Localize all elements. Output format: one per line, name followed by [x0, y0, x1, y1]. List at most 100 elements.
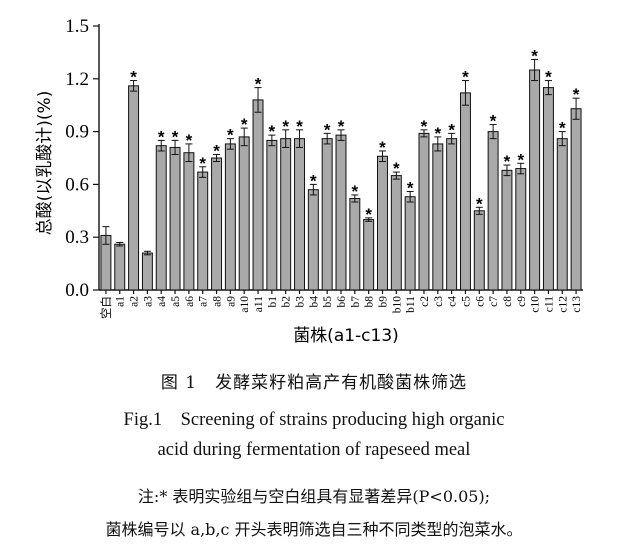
x-tick-label: c9: [516, 296, 528, 307]
x-tick-label: c13: [571, 296, 583, 313]
bar: [363, 219, 375, 291]
bar: [404, 196, 416, 291]
y-tick-label: 0.9: [65, 122, 89, 143]
x-axis: 空白 a1 a2 a3 a4 a5 a6 a7 a8 a9 a10 a11 b1 b2 b3 b4 b5 b6 b7…: [99, 289, 583, 319]
bar: [418, 132, 430, 291]
significance-star: *: [241, 115, 248, 134]
y-tick-label: 1.2: [65, 69, 89, 90]
bar: [141, 252, 153, 291]
bar: [556, 138, 568, 291]
bar: [321, 138, 333, 291]
significance-star: *: [296, 117, 303, 136]
bar: [529, 69, 541, 291]
bar: [211, 157, 223, 291]
significance-star: *: [517, 150, 524, 169]
figure-note-line1: 注:* 表明实验组与空白组具有显著差异(P<0.05);: [137, 487, 491, 506]
x-tick-label: b7: [350, 296, 362, 308]
x-tick-label: c12: [557, 296, 569, 313]
y-tick-label: 0.3: [65, 227, 89, 248]
significance-star: *: [559, 119, 566, 138]
bar: [266, 139, 278, 291]
figure-caption-cn: 图 1 发酵菜籽粕高产有机酸菌株筛选: [160, 373, 468, 393]
significance-star: *: [269, 122, 276, 141]
significance-star: *: [462, 68, 469, 87]
x-tick-label: b4: [308, 296, 320, 308]
significance-star: *: [421, 117, 428, 136]
bar: [307, 189, 319, 291]
x-tick-label: a7: [198, 296, 210, 307]
bar: [197, 171, 209, 291]
bar: [473, 210, 485, 291]
bar: [280, 138, 292, 291]
significance-star: *: [352, 182, 359, 201]
y-tick-label: 0.6: [65, 174, 89, 195]
x-tick-label: b6: [336, 296, 348, 308]
x-tick-label: b2: [281, 296, 293, 308]
x-tick-label: b3: [295, 296, 307, 308]
bar: [377, 155, 388, 291]
significance-star: *: [338, 117, 345, 136]
significance-star: *: [490, 112, 497, 131]
x-axis-title: 菌株(a1-c13): [293, 326, 399, 346]
significance-star: *: [199, 154, 206, 173]
bar: [183, 152, 195, 291]
significance-star: *: [545, 68, 552, 87]
bar: [114, 243, 126, 291]
bar: [335, 134, 347, 291]
bar: [169, 146, 181, 291]
significance-star: *: [393, 159, 400, 178]
x-tick-label: b1: [267, 296, 279, 308]
figure-note-line2: 菌株编号以 a,b,c 开头表明筛选自三种不同类型的泡菜水。: [105, 520, 523, 539]
bar: [542, 87, 554, 291]
significance-star: *: [310, 171, 317, 190]
y-axis-title: 总酸(以乳酸计)(%): [35, 91, 55, 236]
x-tick-label: c6: [474, 296, 486, 307]
significance-star: *: [379, 138, 386, 157]
significance-star: *: [531, 46, 538, 65]
significance-star: *: [172, 127, 179, 146]
x-tick-label: a3: [142, 296, 154, 307]
significance-star: *: [448, 120, 455, 139]
bar: [224, 143, 236, 291]
bar: [570, 108, 582, 291]
bar: [294, 138, 305, 291]
x-tick-label: b11: [405, 296, 417, 313]
significance-star: *: [186, 131, 193, 150]
significance-star: *: [255, 75, 262, 94]
x-tick-label: a8: [212, 296, 224, 307]
significance-star: *: [282, 117, 289, 136]
bar: [459, 92, 471, 291]
bar: [515, 168, 527, 291]
bar: [501, 169, 513, 291]
x-tick-label: a1: [115, 296, 127, 307]
significance-star: *: [573, 85, 580, 104]
significance-star: *: [130, 68, 137, 87]
bar: [487, 131, 499, 291]
y-tick-label: 1.5: [65, 16, 89, 37]
significance-star: *: [227, 126, 234, 145]
bar-chart: 0.00.30.60.91.21.5 空白 a1 a2 a3 a4 a5 a6 a7 a8 a9 a…: [35, 16, 583, 346]
x-tick-label: b10: [391, 296, 403, 314]
x-tick-label: c8: [502, 296, 514, 307]
x-tick-label: c7: [488, 296, 500, 307]
significance-star: *: [213, 141, 220, 160]
x-tick-label: c2: [419, 296, 431, 307]
bar: [155, 145, 167, 291]
bar: [446, 138, 458, 291]
x-tick-label: a5: [170, 296, 182, 307]
figure-caption-en-line1: Fig.1 Screening of strains producing hig…: [123, 410, 505, 430]
significance-star: *: [407, 178, 414, 197]
bars-group: * * * * * * * * * * * * * * * * * * * * * * * * * * * * * * * *: [100, 46, 582, 291]
x-tick-label: b9: [377, 296, 389, 308]
significance-star: *: [158, 127, 165, 146]
figure-caption-en-line2: acid during fermentation of rapeseed mea…: [157, 440, 471, 460]
x-tick-label: c3: [433, 296, 445, 307]
x-tick-label: c10: [530, 296, 542, 313]
significance-star: *: [504, 152, 511, 171]
significance-star: *: [476, 194, 483, 213]
x-tick-label: a6: [184, 296, 196, 307]
significance-star: *: [434, 124, 441, 143]
significance-star: *: [324, 120, 331, 139]
x-tick-label: a2: [129, 296, 141, 307]
x-tick-label: a10: [239, 296, 251, 313]
